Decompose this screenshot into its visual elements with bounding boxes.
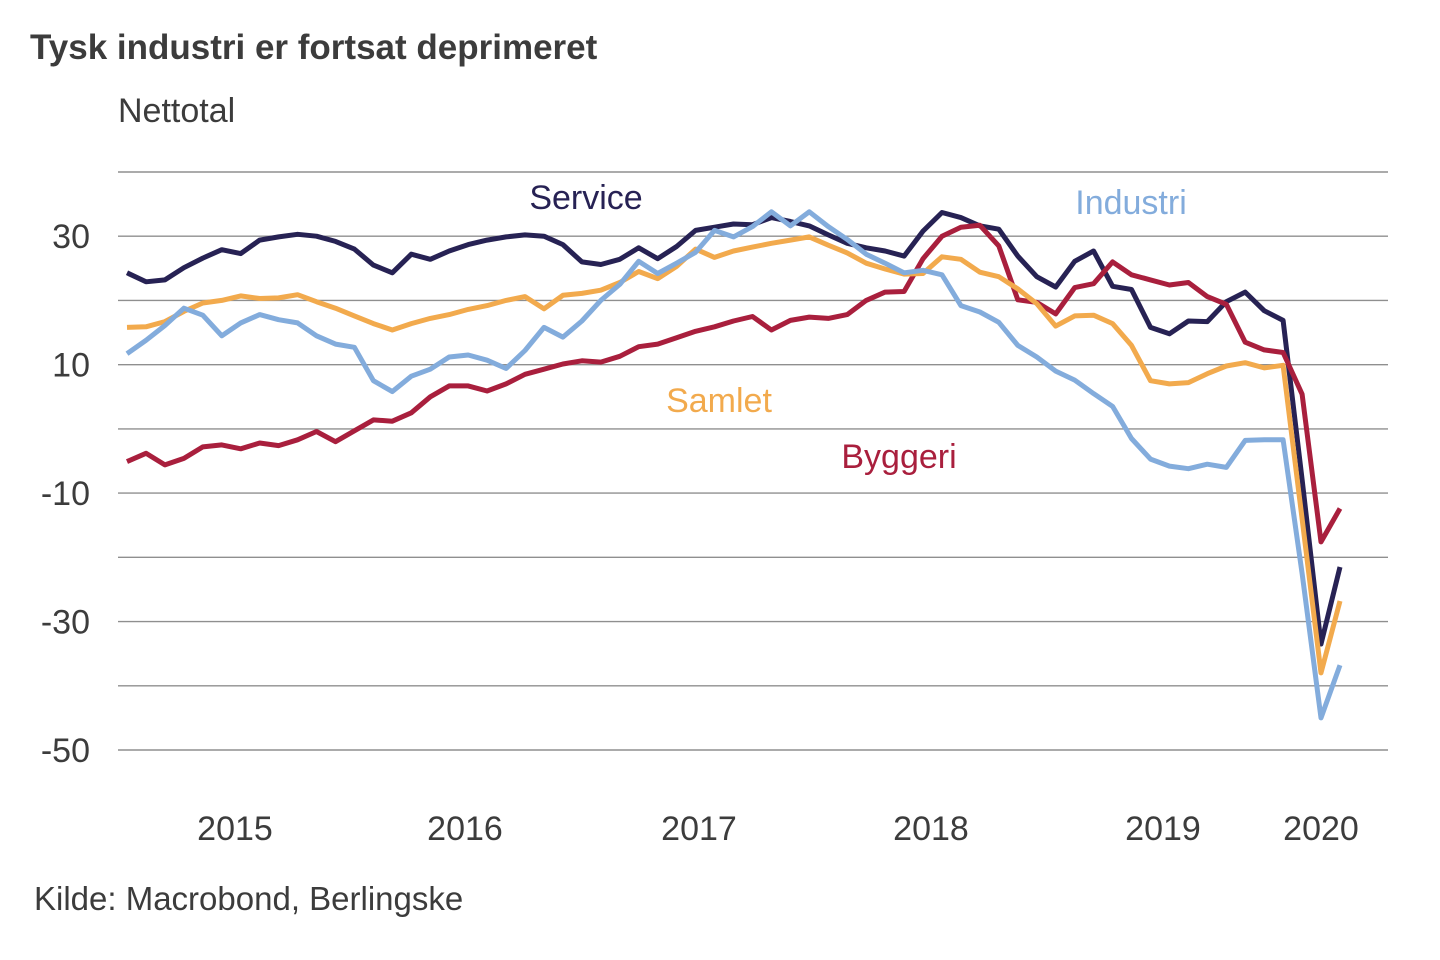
y-tick-label: 30 bbox=[52, 218, 90, 256]
y-tick-label: -10 bbox=[41, 475, 90, 513]
series-line-samlet bbox=[126, 234, 1343, 676]
series-label-service: Service bbox=[529, 179, 642, 217]
y-tick-label: 10 bbox=[52, 347, 90, 385]
series-label-byggeri: Byggeri bbox=[841, 438, 956, 476]
series-line-byggeri bbox=[125, 222, 1343, 545]
x-tick-label: 2017 bbox=[661, 810, 737, 848]
series-line-service bbox=[125, 210, 1343, 647]
x-tick-label: 2016 bbox=[427, 810, 503, 848]
x-tick-label: 2019 bbox=[1125, 810, 1201, 848]
series-line-industri bbox=[125, 209, 1343, 721]
source-note: Kilde: Macrobond, Berlingske bbox=[34, 880, 464, 917]
page-title: Tysk industri er fortsat deprimeret bbox=[30, 28, 598, 67]
chart-subtitle: Nettotal bbox=[118, 92, 236, 130]
y-tick-label: -30 bbox=[41, 604, 90, 642]
series-label-industri: Industri bbox=[1075, 184, 1187, 222]
x-tick-label: 2020 bbox=[1283, 810, 1359, 848]
x-tick-label: 2018 bbox=[893, 810, 969, 848]
series-label-samlet: Samlet bbox=[666, 382, 772, 420]
x-tick-label: 2015 bbox=[197, 810, 273, 848]
y-tick-label: -50 bbox=[41, 732, 90, 770]
